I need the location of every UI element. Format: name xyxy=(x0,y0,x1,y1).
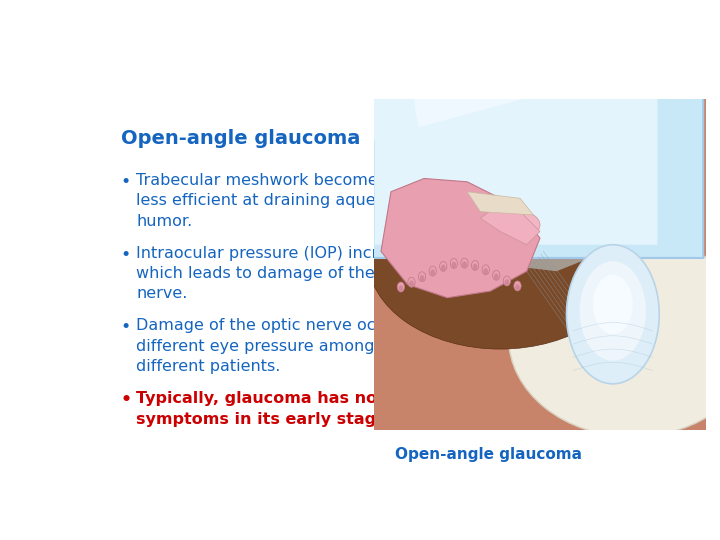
Ellipse shape xyxy=(368,167,633,349)
Ellipse shape xyxy=(399,285,403,292)
Text: Typically, glaucoma has no
symptoms in its early stages: Typically, glaucoma has no symptoms in i… xyxy=(136,391,397,427)
Ellipse shape xyxy=(418,272,426,282)
Text: •: • xyxy=(121,246,131,264)
Polygon shape xyxy=(467,192,534,215)
Ellipse shape xyxy=(397,282,405,292)
Ellipse shape xyxy=(593,274,633,334)
Text: Intraocular pressure (IOP) increases,
which leads to damage of the optic
nerve.: Intraocular pressure (IOP) increases, wh… xyxy=(136,246,429,301)
Text: •: • xyxy=(121,173,131,191)
Polygon shape xyxy=(321,0,703,258)
Ellipse shape xyxy=(514,281,521,291)
Ellipse shape xyxy=(408,278,415,287)
Polygon shape xyxy=(374,99,706,430)
Ellipse shape xyxy=(580,261,646,361)
Ellipse shape xyxy=(567,245,660,384)
Ellipse shape xyxy=(420,275,424,282)
Ellipse shape xyxy=(461,258,468,268)
Ellipse shape xyxy=(515,284,520,291)
Ellipse shape xyxy=(494,274,498,280)
Ellipse shape xyxy=(482,265,490,275)
Polygon shape xyxy=(480,208,540,245)
Ellipse shape xyxy=(500,212,540,238)
Text: •: • xyxy=(121,391,132,409)
Ellipse shape xyxy=(451,262,456,268)
Ellipse shape xyxy=(503,276,510,286)
Ellipse shape xyxy=(441,265,446,271)
Ellipse shape xyxy=(472,260,479,271)
Ellipse shape xyxy=(462,261,467,268)
Ellipse shape xyxy=(492,271,500,280)
Text: Open-angle glaucoma: Open-angle glaucoma xyxy=(121,129,360,149)
Ellipse shape xyxy=(429,266,436,276)
Ellipse shape xyxy=(440,261,447,271)
Ellipse shape xyxy=(450,259,457,268)
Ellipse shape xyxy=(431,269,435,276)
Ellipse shape xyxy=(508,238,720,437)
Polygon shape xyxy=(414,0,612,127)
Polygon shape xyxy=(381,179,540,298)
Polygon shape xyxy=(408,205,590,271)
Text: •: • xyxy=(121,319,131,336)
Text: Open-angle glaucoma: Open-angle glaucoma xyxy=(395,447,582,462)
Polygon shape xyxy=(368,0,657,245)
Text: Damage of the optic nerve occurs at
different eye pressure among
different patie: Damage of the optic nerve occurs at diff… xyxy=(136,319,431,374)
Text: Trabecular meshwork becomes
less efficient at draining aqueous
humor.: Trabecular meshwork becomes less efficie… xyxy=(136,173,404,229)
Ellipse shape xyxy=(409,281,414,287)
Ellipse shape xyxy=(473,264,477,271)
Ellipse shape xyxy=(483,268,488,275)
Ellipse shape xyxy=(505,279,509,286)
